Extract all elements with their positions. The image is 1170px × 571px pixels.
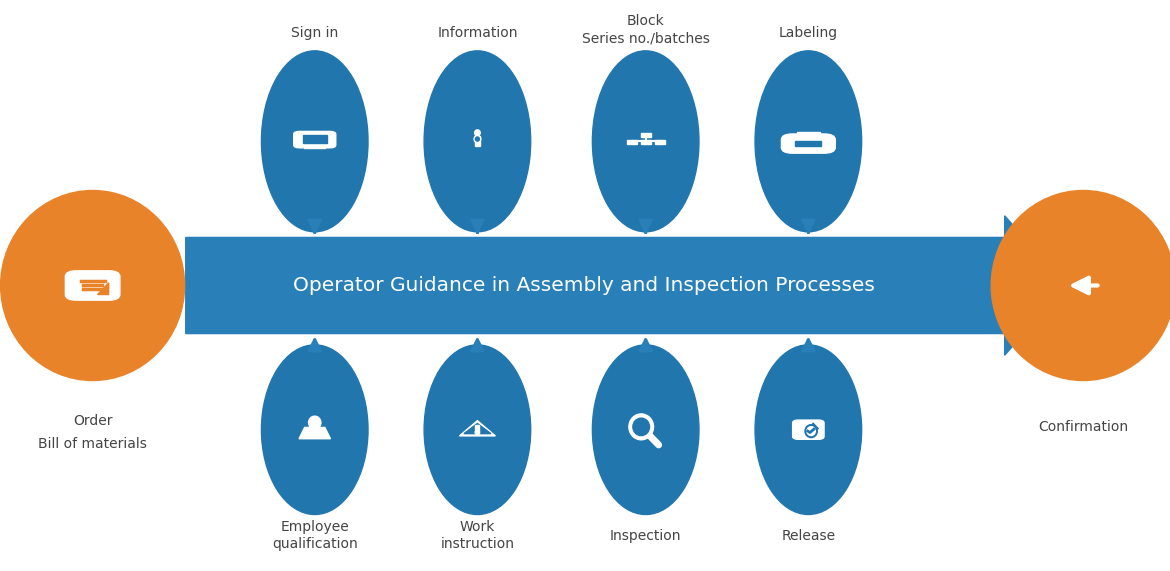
Polygon shape xyxy=(186,216,1066,355)
Text: Release: Release xyxy=(782,529,835,542)
Bar xyxy=(627,140,636,143)
Ellipse shape xyxy=(628,414,654,440)
Ellipse shape xyxy=(755,51,861,232)
Bar xyxy=(641,133,651,137)
Ellipse shape xyxy=(1,191,185,380)
Text: Labeling: Labeling xyxy=(779,26,838,39)
Ellipse shape xyxy=(475,130,480,136)
Text: instruction: instruction xyxy=(440,537,515,551)
Ellipse shape xyxy=(261,51,369,232)
Bar xyxy=(307,145,323,147)
Bar xyxy=(798,147,819,150)
Polygon shape xyxy=(464,424,491,433)
Bar xyxy=(475,425,480,431)
Polygon shape xyxy=(97,283,109,295)
Bar xyxy=(796,141,821,146)
FancyBboxPatch shape xyxy=(66,271,119,300)
Ellipse shape xyxy=(805,425,818,437)
Text: Sign in: Sign in xyxy=(291,26,338,39)
Ellipse shape xyxy=(475,430,480,435)
Ellipse shape xyxy=(475,137,480,141)
Bar xyxy=(655,140,665,143)
Bar xyxy=(475,136,480,146)
Ellipse shape xyxy=(807,427,815,436)
FancyBboxPatch shape xyxy=(792,420,824,439)
Bar xyxy=(304,147,325,148)
Text: Bill of materials: Bill of materials xyxy=(39,437,147,451)
Text: Block: Block xyxy=(627,14,665,28)
Text: Confirmation: Confirmation xyxy=(1038,420,1128,434)
Text: Work: Work xyxy=(460,520,495,534)
Text: Employee: Employee xyxy=(281,520,349,534)
Ellipse shape xyxy=(261,345,369,514)
Text: Operator Guidance in Assembly and Inspection Processes: Operator Guidance in Assembly and Inspec… xyxy=(292,276,875,295)
Text: qualification: qualification xyxy=(271,537,358,551)
Ellipse shape xyxy=(474,135,481,143)
Ellipse shape xyxy=(309,416,321,429)
Bar xyxy=(303,135,326,143)
Text: Inspection: Inspection xyxy=(610,529,681,542)
Bar xyxy=(797,132,819,140)
Bar xyxy=(641,140,651,143)
Text: Order: Order xyxy=(73,415,112,428)
FancyBboxPatch shape xyxy=(782,134,835,153)
Ellipse shape xyxy=(424,345,531,514)
Ellipse shape xyxy=(592,345,698,514)
FancyBboxPatch shape xyxy=(294,131,336,148)
Polygon shape xyxy=(300,428,330,439)
Ellipse shape xyxy=(755,345,861,514)
Text: Information: Information xyxy=(438,26,517,39)
Text: Series no./batches: Series no./batches xyxy=(581,31,710,45)
Ellipse shape xyxy=(424,51,531,232)
Ellipse shape xyxy=(592,51,698,232)
Ellipse shape xyxy=(991,191,1170,380)
Polygon shape xyxy=(813,423,819,429)
Polygon shape xyxy=(460,421,495,436)
Ellipse shape xyxy=(633,418,649,436)
